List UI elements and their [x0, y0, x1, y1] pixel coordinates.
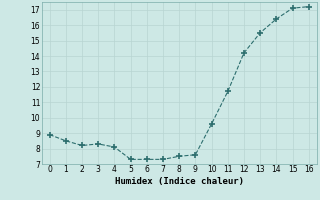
X-axis label: Humidex (Indice chaleur): Humidex (Indice chaleur)	[115, 177, 244, 186]
